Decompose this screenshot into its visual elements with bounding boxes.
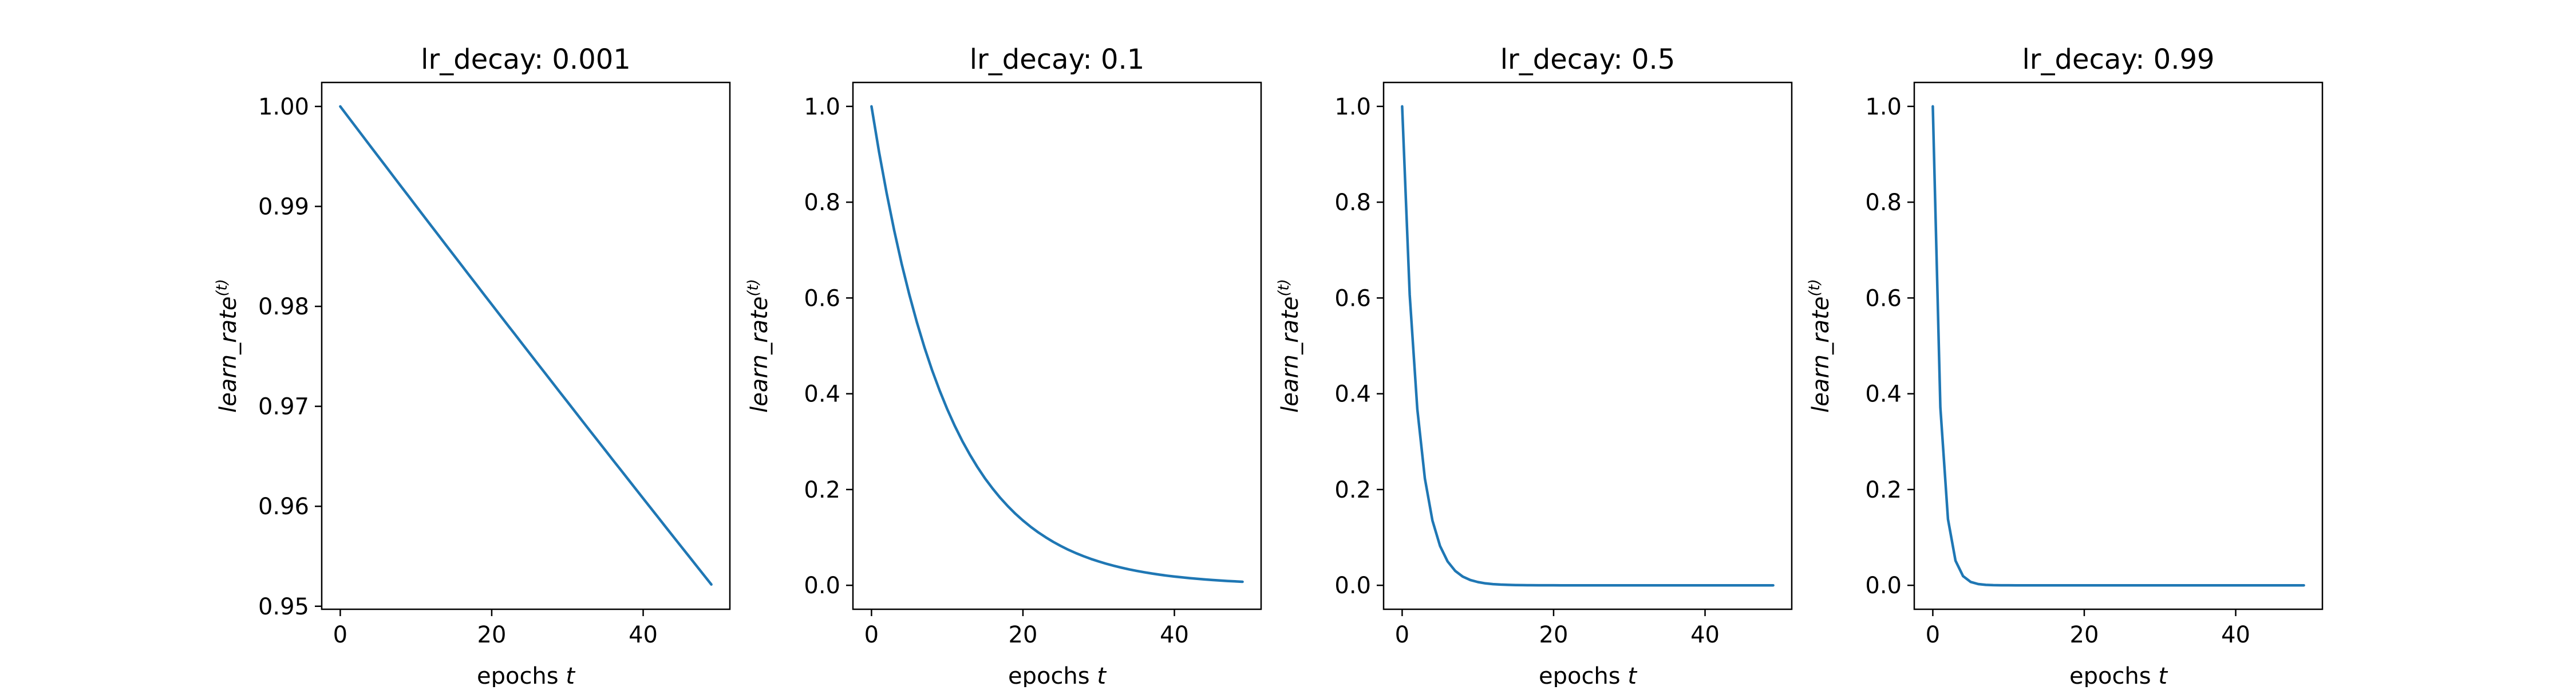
xlabel-variable: t [1097,663,1107,687]
panel-3-xtick-label: 0 [1395,622,1409,648]
xlabel-text: epochs [1539,663,1627,687]
panel-1-xtick-label: 20 [477,622,507,648]
panel-2-xtick-label: 0 [864,622,879,648]
ylabel-superscript: (t) [1806,279,1823,296]
panel-4-series-line [1931,105,2305,587]
panel-1-ytick-label: 0.98 [258,294,309,320]
panel-2-ytick-label: 0.8 [804,190,840,216]
panel-4-ytick-label: 0.0 [1865,573,1902,599]
panel-1-xlabel: epochs t [477,663,575,687]
xlabel-variable: t [2158,663,2168,687]
panel-2-frame [852,81,1262,610]
panel-4-ytick-label: 0.8 [1865,190,1902,216]
panel-3-ytick-label: 0.6 [1334,285,1371,312]
panel-4-ytick-label: 0.6 [1865,285,1902,312]
ylabel-superscript: (t) [1275,279,1293,296]
panel-2-ytick-label: 0.4 [804,381,840,408]
panel-4-frame [1913,81,2324,610]
panel-2-ytick-label: 0.6 [804,285,840,312]
panel-3-ytick-label: 0.0 [1334,573,1371,599]
xlabel-text: epochs [477,663,566,687]
panel-1-ytick-label: 0.99 [258,194,309,220]
panel-4-ylabel: learn_rate(t) [1806,279,1834,413]
panel-2-xtick-label: 20 [1009,622,1038,648]
panel-2-title: lr_decay: 0.1 [970,44,1145,76]
panel-4-title: lr_decay: 0.99 [2022,44,2214,76]
panel-1-series-line [339,105,713,586]
ylabel-superscript: (t) [214,279,231,296]
panel-2-xtick-label: 40 [1160,622,1189,648]
panel-3-xtick-label: 20 [1539,622,1568,648]
panel-1-ytick-label: 0.96 [258,494,309,520]
panel-2-series-line [870,105,1244,583]
xlabel-text: epochs [2069,663,2158,687]
panel-4-xtick-label: 20 [2070,622,2099,648]
xlabel-variable: t [1627,663,1637,687]
panel-3-xtick-label: 40 [1690,622,1720,648]
xlabel-variable: t [566,663,575,687]
panel-1-ytick-label: 1.00 [258,94,309,120]
panel-1-ylabel: learn_rate(t) [214,279,242,413]
panel-1-title: lr_decay: 0.001 [421,44,631,76]
panel-3-ytick-label: 1.0 [1334,94,1371,120]
panel-3-ytick-label: 0.2 [1334,477,1371,503]
panel-4-ytick-label: 0.2 [1865,477,1902,503]
panel-2-ylabel: learn_rate(t) [745,279,773,413]
panel-4-xlabel: epochs t [2069,663,2168,687]
panel-1-xtick-label: 40 [629,622,658,648]
panel-3-ytick-label: 0.4 [1334,381,1371,408]
panel-2-ytick-label: 0.2 [804,477,840,503]
panel-3-title: lr_decay: 0.5 [1500,44,1676,76]
panel-2-xlabel: epochs t [1008,663,1107,687]
panel-4-ytick-label: 1.0 [1865,94,1902,120]
xlabel-text: epochs [1008,663,1097,687]
panel-3-series-line [1401,105,1775,587]
panel-3-ylabel: learn_rate(t) [1275,279,1303,413]
panel-1-ytick-label: 0.95 [258,594,309,620]
panel-3-xlabel: epochs t [1539,663,1637,687]
panel-4-xtick-label: 0 [1926,622,1940,648]
ylabel-superscript: (t) [745,279,762,296]
panel-4-xtick-label: 40 [2221,622,2250,648]
panel-4-ytick-label: 0.4 [1865,381,1902,408]
ylabel-text: learn_rate [1808,297,1834,413]
panel-1-xtick-label: 0 [333,622,347,648]
panel-1-ytick-label: 0.97 [258,394,309,420]
panel-2-ytick-label: 0.0 [804,573,840,599]
ylabel-text: learn_rate [215,297,242,413]
panel-1-frame [321,81,731,610]
panel-2-ytick-label: 1.0 [804,94,840,120]
ylabel-text: learn_rate [1277,297,1303,413]
panel-3-ytick-label: 0.8 [1334,190,1371,216]
ylabel-text: learn_rate [746,297,773,413]
panel-3-frame [1382,81,1793,610]
